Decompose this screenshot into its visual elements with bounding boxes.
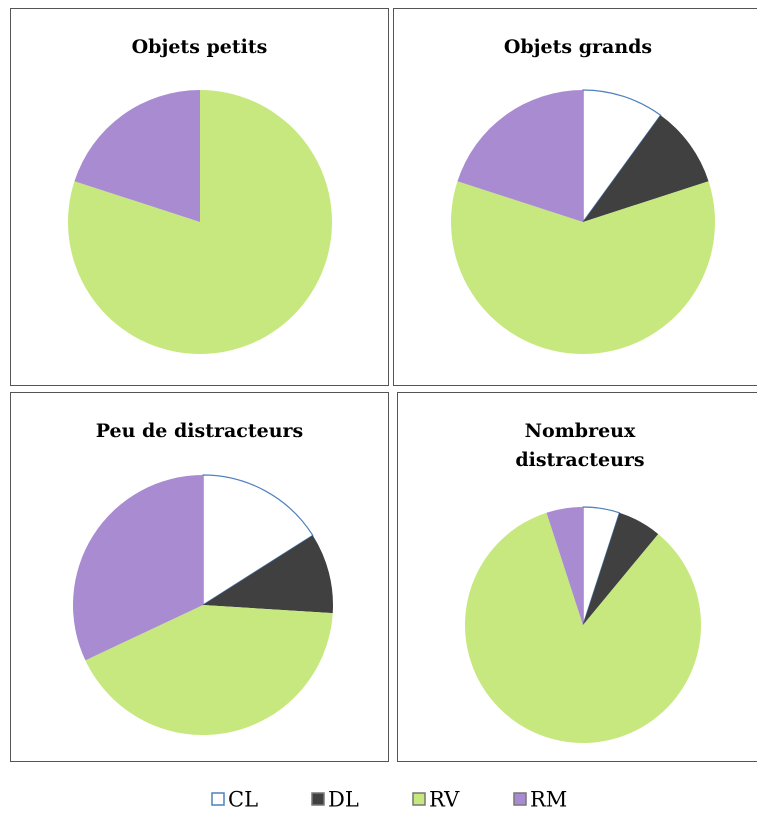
pie-slice bbox=[583, 115, 709, 222]
legend-swatch bbox=[211, 792, 225, 806]
pie-slice bbox=[203, 535, 333, 614]
chart-title: Objets petits bbox=[131, 36, 268, 58]
chart-frame bbox=[10, 392, 389, 762]
chart-frame bbox=[397, 392, 757, 762]
pie-slice bbox=[582, 89, 662, 224]
legend-swatch bbox=[513, 792, 527, 806]
chart-title: Objets grands bbox=[503, 36, 653, 58]
pie-slice bbox=[457, 90, 583, 222]
legend-swatch bbox=[412, 792, 426, 806]
pie-slice bbox=[72, 475, 203, 661]
pie-slice bbox=[451, 181, 715, 354]
pie-slice bbox=[202, 474, 314, 607]
chart-frame bbox=[10, 8, 389, 386]
legend-label: DL bbox=[328, 788, 359, 812]
legend-label: RV bbox=[429, 788, 460, 812]
pie-slice bbox=[582, 506, 621, 626]
legend-label: RM bbox=[530, 788, 567, 812]
legend-swatch bbox=[311, 792, 325, 806]
pie-slice bbox=[74, 90, 200, 222]
chart-frame bbox=[393, 8, 757, 386]
pie-slice bbox=[546, 507, 583, 625]
chart-title: Nombreux distracteurs bbox=[515, 420, 645, 471]
legend-label: CL bbox=[228, 788, 258, 812]
pie-slice bbox=[583, 512, 659, 625]
pie-slice bbox=[85, 605, 333, 736]
pie-slice bbox=[464, 512, 701, 743]
chart-title: Peu de distracteurs bbox=[95, 420, 304, 442]
